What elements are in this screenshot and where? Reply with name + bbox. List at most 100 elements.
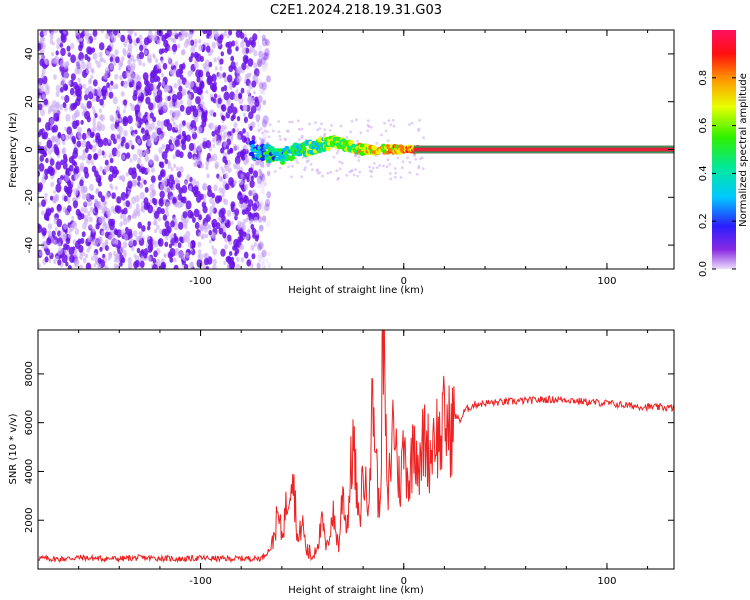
- noise-point: [261, 117, 267, 125]
- noise-point: [154, 220, 158, 226]
- noise-point: [265, 38, 270, 46]
- noise-point: [164, 147, 169, 154]
- noise-point: [87, 235, 92, 243]
- noise-point: [256, 40, 260, 45]
- noise-point: [63, 185, 69, 193]
- noise-point: [129, 158, 133, 163]
- noise-point: [259, 224, 264, 231]
- noise-point: [60, 32, 66, 41]
- noise-point: [260, 180, 266, 189]
- noise-point: [211, 84, 217, 92]
- noise-point: [60, 47, 66, 57]
- noise-point: [138, 235, 142, 241]
- bottom-y-tick-label: 4000: [24, 459, 35, 484]
- signal-blob: [250, 140, 256, 145]
- noise-point: [63, 223, 68, 230]
- noise-point: [256, 182, 262, 189]
- noise-point: [134, 259, 140, 268]
- noise-point: [145, 133, 151, 141]
- noise-point: [213, 93, 218, 99]
- colorbar-tick-label: 0.4: [698, 165, 709, 181]
- noise-point: [252, 75, 256, 81]
- noise-point: [177, 43, 181, 49]
- noise-point: [179, 74, 184, 80]
- noise-point: [85, 262, 91, 269]
- noise-point: [57, 259, 62, 266]
- noise-point: [172, 154, 176, 160]
- noise-point: [81, 231, 86, 238]
- noise-point: [226, 34, 230, 39]
- noise-point: [71, 159, 76, 166]
- noise-point: [172, 121, 176, 126]
- signal-blob: [290, 155, 296, 160]
- noise-point: [49, 195, 54, 201]
- noise-point: [205, 71, 211, 78]
- noise-point: [220, 166, 224, 171]
- noise-point: [136, 247, 141, 254]
- noise-point: [146, 115, 150, 120]
- noise-point: [168, 46, 172, 52]
- noise-point: [168, 100, 174, 108]
- noise-point: [163, 198, 167, 204]
- noise-point: [73, 102, 78, 108]
- noise-point: [232, 128, 236, 134]
- noise-point: [152, 239, 157, 246]
- noise-point: [125, 226, 129, 233]
- noise-point: [253, 170, 259, 178]
- noise-point: [103, 201, 107, 206]
- noise-point: [246, 259, 252, 267]
- noise-point: [112, 138, 117, 145]
- noise-point: [87, 56, 91, 62]
- noise-point: [164, 186, 169, 193]
- noise-point: [65, 261, 69, 267]
- noise-point: [67, 191, 72, 198]
- noise-point: [50, 237, 55, 244]
- noise-point: [311, 168, 314, 172]
- bottom-y-tick-label: 8000: [24, 361, 35, 386]
- noise-point: [46, 85, 50, 91]
- signal-blob: [317, 148, 323, 154]
- noise-point: [203, 253, 208, 259]
- noise-point: [256, 175, 263, 184]
- noise-point: [300, 127, 304, 131]
- noise-point: [94, 207, 98, 213]
- noise-point: [138, 230, 143, 238]
- noise-point: [262, 265, 267, 269]
- noise-point: [59, 104, 64, 111]
- noise-point: [261, 64, 264, 69]
- noise-point: [163, 253, 167, 258]
- noise-point: [256, 122, 261, 128]
- noise-point: [419, 157, 422, 161]
- noise-point: [132, 132, 136, 138]
- noise-point: [137, 138, 141, 144]
- noise-point: [38, 132, 41, 138]
- noise-point: [84, 30, 89, 37]
- noise-point: [410, 121, 414, 125]
- noise-point: [338, 167, 342, 171]
- noise-point: [144, 78, 149, 86]
- noise-point: [134, 32, 137, 37]
- noise-point: [174, 124, 179, 131]
- noise-point: [232, 143, 237, 151]
- noise-point: [121, 177, 126, 183]
- noise-point: [116, 105, 120, 112]
- noise-point: [211, 74, 217, 82]
- signal-track: [248, 135, 674, 165]
- noise-point: [387, 119, 391, 123]
- noise-point: [218, 187, 223, 194]
- noise-point: [300, 175, 303, 179]
- noise-point: [178, 127, 182, 132]
- signal-blob: [270, 147, 276, 152]
- noise-point: [95, 188, 99, 193]
- noise-point: [156, 39, 161, 46]
- noise-point: [138, 60, 143, 66]
- noise-point: [165, 206, 169, 212]
- top-y-tick-label: 20: [24, 95, 35, 108]
- noise-point: [132, 179, 138, 187]
- noise-point: [226, 134, 231, 140]
- top-y-tick-label: 40: [24, 48, 35, 61]
- noise-point: [180, 49, 185, 56]
- noise-point: [155, 156, 160, 162]
- snr-frame: [37, 329, 675, 570]
